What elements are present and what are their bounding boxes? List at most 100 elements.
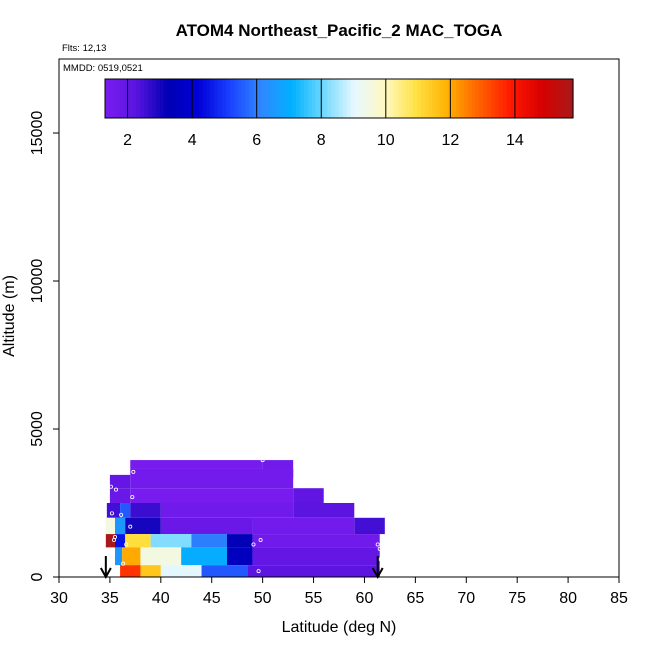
heatmap-cell bbox=[227, 534, 253, 548]
heatmap-cell bbox=[354, 517, 385, 535]
colorbar-segment bbox=[280, 79, 285, 118]
sample-point bbox=[111, 538, 116, 543]
colorbar-segment bbox=[307, 79, 313, 118]
colorbar-segment bbox=[549, 79, 555, 118]
colorbar-segment bbox=[413, 79, 418, 118]
colorbar-tick-label: 8 bbox=[317, 132, 326, 149]
colorbar-segment bbox=[354, 79, 360, 118]
colorbar-segment bbox=[397, 79, 402, 118]
colorbar-segment bbox=[140, 79, 145, 118]
heatmap-cell bbox=[181, 547, 227, 566]
heatmap-cell bbox=[140, 565, 161, 577]
colorbar-segment bbox=[175, 79, 180, 118]
sample-point bbox=[109, 511, 114, 516]
heatmap-cell bbox=[105, 534, 115, 548]
heatmap-cell bbox=[201, 565, 248, 577]
heatmap-cell bbox=[106, 503, 121, 518]
colorbar-segment bbox=[417, 79, 422, 118]
colorbar-segment bbox=[194, 79, 200, 118]
colorbar-segment bbox=[424, 79, 430, 118]
colorbar-segment bbox=[475, 79, 480, 118]
colorbar-segment bbox=[296, 79, 301, 118]
colorbar-segment bbox=[436, 79, 441, 118]
colorbar-segment bbox=[467, 79, 473, 118]
colorbar-segment bbox=[120, 79, 126, 118]
colorbar-segment bbox=[522, 79, 527, 118]
colorbar-segment bbox=[545, 79, 551, 118]
colorbar-segment bbox=[167, 79, 172, 118]
x-tick-label: 50 bbox=[254, 590, 272, 607]
x-tick-label: 75 bbox=[508, 590, 526, 607]
colorbar-segment bbox=[186, 79, 192, 118]
colorbar-segment bbox=[452, 79, 457, 118]
colorbar-segment bbox=[409, 79, 414, 118]
colorbar-segment bbox=[303, 79, 309, 118]
colorbar-segment bbox=[264, 79, 270, 118]
colorbar-segment bbox=[218, 79, 223, 118]
colorbar-segment bbox=[183, 79, 188, 118]
colorbar-segment bbox=[241, 79, 246, 118]
colorbar-segment bbox=[358, 79, 363, 118]
colorbar-segment bbox=[491, 79, 496, 118]
colorbar-segment bbox=[401, 79, 406, 118]
sample-point bbox=[131, 469, 136, 474]
chart-title: ATOM4 Northeast_Pacific_2 MAC_TOGA bbox=[176, 21, 503, 40]
colorbar-segment bbox=[502, 79, 508, 118]
colorbar-segment bbox=[381, 79, 387, 118]
heatmap-cell bbox=[252, 534, 380, 548]
colorbar-segment bbox=[171, 79, 176, 118]
heatmap-cell bbox=[293, 503, 355, 518]
colorbar-segment bbox=[249, 79, 254, 118]
arrow-down-icon bbox=[99, 556, 112, 580]
colorbar-segment bbox=[440, 79, 445, 118]
colorbar-segment bbox=[136, 79, 141, 118]
heatmap-cell bbox=[109, 488, 131, 503]
x-tick-label: 85 bbox=[610, 590, 628, 607]
heatmap-cell bbox=[115, 547, 123, 566]
colorbar-segment bbox=[155, 79, 161, 118]
colorbar-tick-label: 2 bbox=[123, 132, 132, 149]
data-points bbox=[108, 458, 383, 574]
heatmap-cell bbox=[109, 474, 131, 489]
colorbar-segment bbox=[506, 79, 512, 118]
colorbar-segment bbox=[257, 79, 262, 118]
y-tick-label: 10000 bbox=[29, 259, 46, 304]
colorbar-segment bbox=[292, 79, 297, 118]
x-tick-label: 55 bbox=[305, 590, 323, 607]
colorbar-segment bbox=[459, 79, 465, 118]
colorbar-segment bbox=[405, 79, 410, 118]
colorbar-segment bbox=[483, 79, 488, 118]
colorbar-segment bbox=[132, 79, 137, 118]
sample-point bbox=[258, 538, 263, 543]
colorbar-segment bbox=[300, 79, 305, 118]
colorbar-segment bbox=[569, 79, 574, 118]
heatmap-cell bbox=[120, 503, 131, 518]
colorbar-segment bbox=[366, 79, 371, 118]
sample-point bbox=[121, 561, 126, 566]
heatmap-cells bbox=[105, 460, 385, 577]
sample-point bbox=[260, 458, 265, 463]
colorbar-segment bbox=[557, 79, 562, 118]
colorbar-segment bbox=[229, 79, 235, 118]
colorbar-segment bbox=[268, 79, 274, 118]
heatmap-cell bbox=[130, 503, 161, 518]
colorbar-segment bbox=[319, 79, 324, 118]
heatmap-cell bbox=[293, 488, 324, 503]
colorbar-segment bbox=[253, 79, 258, 118]
heatmap-cell bbox=[252, 547, 380, 566]
colorbar-segment bbox=[144, 79, 149, 118]
colorbar-segment bbox=[498, 79, 504, 118]
colorbar-segment bbox=[350, 79, 356, 118]
colorbar-segment bbox=[530, 79, 535, 118]
colorbar-segment bbox=[323, 79, 328, 118]
heatmap-cell bbox=[115, 517, 126, 535]
x-tick-label: 35 bbox=[101, 590, 119, 607]
colorbar-segment bbox=[510, 79, 516, 118]
colorbar-segment bbox=[198, 79, 204, 118]
colorbar-segment bbox=[190, 79, 196, 118]
colorbar-segment bbox=[393, 79, 399, 118]
colorbar-segment bbox=[389, 79, 395, 118]
heatmap-cell bbox=[160, 503, 294, 518]
colorbar-segment bbox=[374, 79, 379, 118]
